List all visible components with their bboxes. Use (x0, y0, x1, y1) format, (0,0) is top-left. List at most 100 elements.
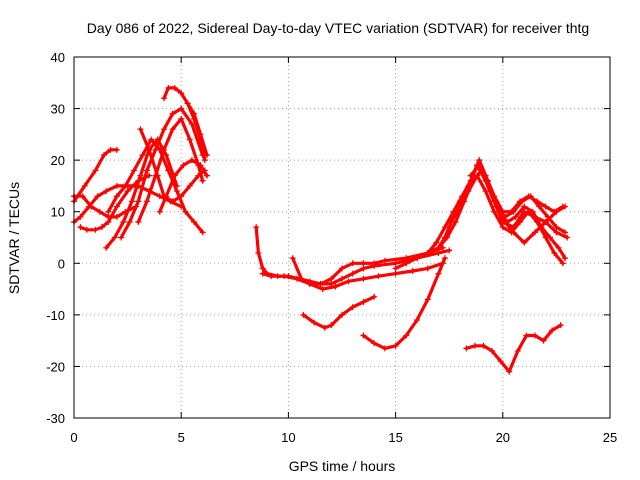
data-point (300, 311, 307, 318)
data-point (375, 273, 382, 280)
data-point (499, 224, 506, 231)
data-point (403, 255, 410, 262)
data-point (118, 234, 125, 241)
data-point (446, 247, 453, 254)
x-tick-label: 10 (281, 430, 295, 445)
axis-ticks: 0 5 10 15 20 25 -30 -20 -10 0 10 20 30 40 (46, 50, 617, 445)
data-point (392, 265, 399, 272)
data-point (463, 345, 470, 352)
data-point (81, 182, 88, 189)
data-point (456, 203, 463, 210)
data-point (139, 151, 146, 158)
data-point (178, 115, 185, 122)
series-line (449, 174, 565, 265)
data-point (392, 342, 399, 349)
data-point (113, 203, 120, 210)
series-arc-11 (156, 157, 210, 215)
y-tick-label: -10 (46, 308, 65, 323)
data-point (77, 224, 84, 231)
data-point (148, 136, 155, 143)
data-point (510, 224, 517, 231)
data-point (448, 219, 455, 226)
data-point (137, 126, 144, 133)
data-point (527, 193, 534, 200)
data-point (371, 260, 378, 267)
data-point (86, 203, 93, 210)
data-point (253, 224, 260, 231)
data-point (424, 249, 431, 256)
data-point (103, 188, 110, 195)
data-point (531, 229, 538, 236)
data-point (178, 193, 185, 200)
data-point (339, 311, 345, 318)
data-point (493, 198, 500, 205)
data-point (113, 182, 120, 189)
data-point (186, 182, 193, 189)
data-point (371, 340, 378, 347)
y-axis-label: SDTVAR / TECUs (6, 182, 22, 294)
series-line (72, 148, 119, 203)
data-point (519, 198, 526, 205)
data-point (489, 347, 496, 354)
data-point (83, 226, 90, 233)
x-tick-label: 25 (603, 430, 617, 445)
data-point (465, 182, 472, 189)
series-line (72, 184, 183, 224)
data-point (521, 208, 528, 215)
data-series (71, 84, 571, 375)
data-point (111, 234, 118, 241)
data-point (105, 219, 112, 226)
data-point (319, 286, 326, 293)
data-point (476, 157, 483, 164)
data-point (424, 296, 431, 303)
data-point (381, 257, 388, 264)
data-point (281, 273, 288, 280)
data-point (126, 219, 133, 226)
data-point (92, 226, 99, 233)
series-arc-1 (71, 146, 120, 205)
data-point (409, 268, 416, 275)
data-point (289, 255, 296, 262)
series-line (72, 194, 138, 219)
data-point (328, 275, 335, 282)
data-point (96, 208, 103, 215)
data-point (321, 324, 328, 331)
data-point (345, 278, 352, 285)
data-point (113, 213, 120, 220)
data-point (381, 345, 388, 352)
data-point (120, 219, 127, 226)
data-point (178, 90, 185, 97)
y-tick-label: 30 (51, 102, 65, 117)
data-point (534, 219, 541, 226)
data-point (497, 358, 504, 365)
x-axis-label: GPS time / hours (289, 458, 396, 474)
data-point (165, 84, 172, 91)
data-point (131, 167, 138, 174)
data-point (311, 319, 318, 326)
data-point (268, 273, 275, 280)
data-point (551, 249, 558, 256)
data-point (182, 208, 189, 215)
data-point (349, 304, 356, 311)
data-point (163, 193, 170, 200)
data-point (94, 193, 101, 200)
data-point (480, 342, 487, 349)
data-point (169, 198, 176, 205)
data-point (549, 327, 556, 334)
data-point (491, 208, 498, 215)
data-point (171, 84, 178, 91)
series-arc-7 (118, 105, 206, 241)
data-point (564, 234, 571, 241)
data-point (555, 244, 562, 251)
data-point (536, 203, 543, 210)
series-arc-12 (184, 100, 210, 158)
series-line (254, 225, 451, 286)
y-tick-label: 0 (58, 256, 65, 271)
data-point (255, 249, 262, 256)
data-point (360, 265, 367, 272)
data-point (559, 260, 566, 267)
data-point (531, 332, 538, 339)
data-point (474, 172, 481, 179)
data-point (79, 193, 86, 200)
